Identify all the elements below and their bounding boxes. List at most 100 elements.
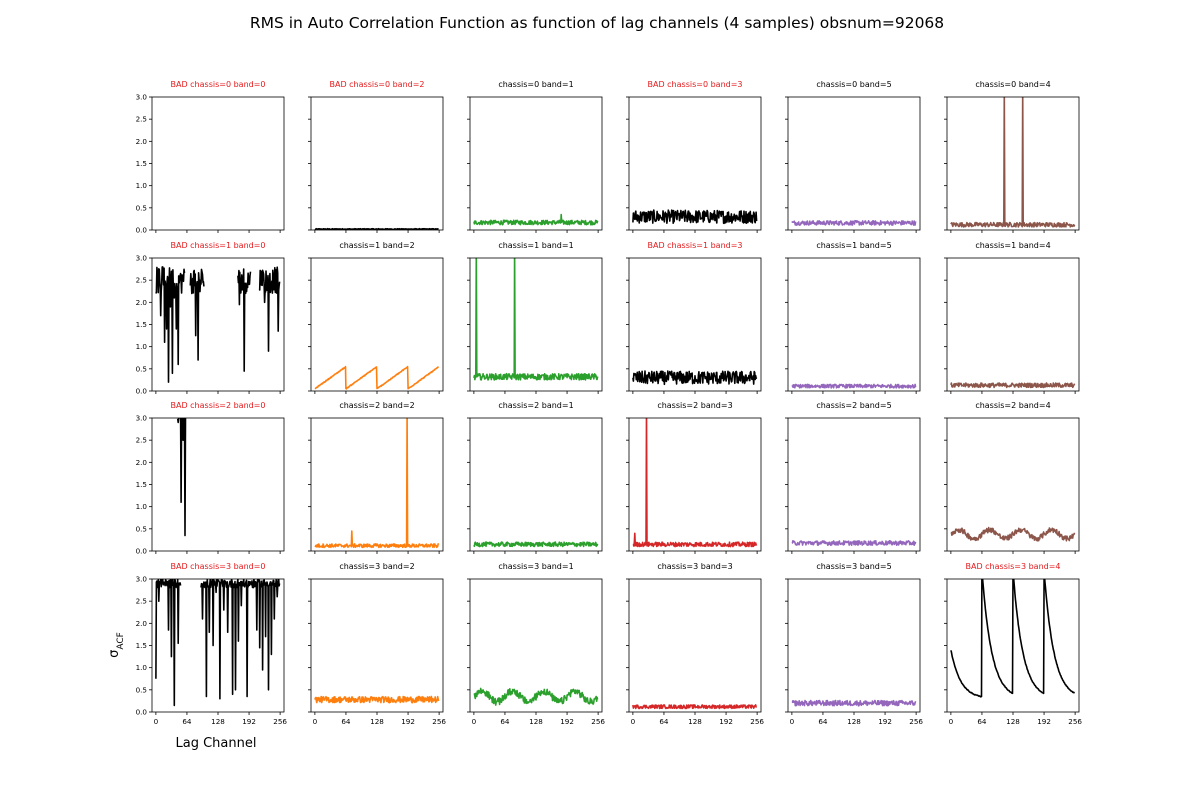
x-tick-label: 192 — [878, 717, 892, 726]
x-tick-label: 256 — [909, 717, 923, 726]
subplot-title: BAD chassis=0 band=0 — [170, 80, 265, 89]
subplot: BAD chassis=1 band=3 — [626, 241, 762, 394]
subplot: BAD chassis=3 band=0 0.0 0.5 1.0 1.5 2.0 2.5 3.… — [136, 562, 288, 726]
x-tick-label: 192 — [242, 717, 256, 726]
x-tick-label: 256 — [273, 717, 287, 726]
y-tick-label: 0.5 — [136, 524, 147, 533]
x-tick-label: 64 — [659, 717, 669, 726]
acf-rms-series — [791, 383, 917, 389]
subplot-title: BAD chassis=2 band=0 — [170, 401, 265, 410]
x-tick-label: 128 — [688, 717, 702, 726]
subplot: BAD chassis=2 band=0 0.0 0.5 1.0 1.5 2.0 2.5 3.… — [136, 401, 285, 556]
subplot-grid: BAD chassis=0 band=0 0.0 0.5 1.0 1.5 2.0 2.5 3.… — [136, 80, 1083, 726]
x-tick-label: 192 — [560, 717, 574, 726]
subplot-frame — [469, 257, 603, 392]
subplot-title: chassis=0 band=4 — [975, 80, 1050, 89]
y-tick-label: 0.5 — [136, 685, 147, 694]
subplot-title: chassis=3 band=5 — [816, 562, 891, 571]
subplot-title: BAD chassis=0 band=3 — [647, 80, 742, 89]
subplot: chassis=1 band=1 — [467, 241, 603, 394]
y-axis-label: σACF — [107, 632, 126, 658]
y-axis-label-base: σ — [107, 650, 122, 658]
acf-rms-series — [950, 382, 1076, 389]
subplot-title: chassis=2 band=5 — [816, 401, 891, 410]
subplot-title: BAD chassis=0 band=2 — [329, 80, 424, 89]
x-tick-label: 256 — [432, 717, 446, 726]
y-tick-label: 2.0 — [136, 298, 148, 307]
subplot-frame — [628, 578, 762, 713]
subplot: chassis=2 band=4 — [944, 401, 1080, 554]
acf-rms-series — [632, 704, 757, 710]
acf-rms-series — [314, 365, 440, 390]
x-tick-label: 256 — [591, 717, 605, 726]
y-tick-label: 0.5 — [136, 364, 147, 373]
subplot: chassis=0 band=1 — [467, 80, 603, 233]
acf-rms-series — [473, 258, 599, 381]
y-tick-label: 0.5 — [136, 203, 147, 212]
subplot-title: chassis=2 band=2 — [339, 401, 414, 410]
acf-rms-series — [155, 266, 281, 383]
x-tick-label: 0 — [790, 717, 795, 726]
x-tick-label: 0 — [472, 717, 477, 726]
x-tick-label: 128 — [529, 717, 543, 726]
x-tick-label: 256 — [750, 717, 764, 726]
acf-rms-series — [314, 418, 440, 549]
y-tick-label: 0.0 — [136, 547, 148, 556]
subplot-frame — [628, 96, 762, 231]
subplot-frame — [787, 96, 921, 231]
subplot: BAD chassis=3 band=4 0 64 128 192 256 — [944, 562, 1082, 726]
acf-rms-series — [473, 687, 599, 706]
x-tick-label: 128 — [1006, 717, 1020, 726]
y-tick-label: 1.0 — [136, 663, 148, 672]
subplot: chassis=3 band=5 0 64 128 192 256 — [785, 562, 923, 726]
y-tick-label: 1.5 — [136, 480, 147, 489]
x-tick-label: 192 — [719, 717, 733, 726]
subplot-frame — [151, 417, 285, 552]
subplot-title: BAD chassis=1 band=0 — [170, 241, 265, 250]
subplot: BAD chassis=0 band=2 — [308, 80, 444, 233]
y-tick-label: 3.0 — [136, 254, 148, 263]
figure-title: RMS in Auto Correlation Function as func… — [250, 14, 944, 32]
subplot: BAD chassis=0 band=0 0.0 0.5 1.0 1.5 2.0 2.5 3.… — [136, 80, 285, 235]
subplot-title: chassis=3 band=3 — [657, 562, 732, 571]
acf-rms-series — [632, 370, 758, 386]
y-tick-label: 1.5 — [136, 641, 147, 650]
subplot: BAD chassis=0 band=3 — [626, 80, 762, 233]
subplot: chassis=3 band=3 0 64 128 192 256 — [626, 562, 764, 726]
acf-rms-series — [950, 579, 1076, 698]
y-tick-label: 0.0 — [136, 226, 148, 235]
y-tick-label: 2.5 — [136, 436, 147, 445]
subplot-frame — [787, 578, 921, 713]
subplot-frame — [946, 96, 1080, 231]
subplot: chassis=2 band=5 — [785, 401, 921, 554]
subplot: chassis=1 band=2 — [308, 241, 444, 394]
x-tick-label: 128 — [370, 717, 384, 726]
x-tick-label: 0 — [949, 717, 954, 726]
acf-rms-series — [473, 213, 599, 226]
y-tick-label: 0.0 — [136, 708, 148, 717]
subplot-title: chassis=0 band=1 — [498, 80, 573, 89]
subplot-title: chassis=2 band=4 — [975, 401, 1050, 410]
x-tick-label: 128 — [847, 717, 861, 726]
x-tick-label: 0 — [313, 717, 318, 726]
y-tick-label: 1.5 — [136, 159, 147, 168]
subplot-title: chassis=1 band=1 — [498, 241, 573, 250]
y-tick-label: 2.0 — [136, 458, 148, 467]
x-tick-label: 64 — [182, 717, 192, 726]
subplot-frame — [469, 96, 603, 231]
subplot: chassis=2 band=1 — [467, 401, 603, 554]
subplot-title: chassis=0 band=5 — [816, 80, 891, 89]
x-tick-label: 64 — [341, 717, 351, 726]
x-tick-label: 128 — [211, 717, 225, 726]
subplot-frame — [310, 417, 444, 552]
subplot-frame — [628, 417, 762, 552]
subplot-title: chassis=2 band=1 — [498, 401, 573, 410]
x-tick-label: 192 — [1037, 717, 1051, 726]
y-axis-label-subscript: ACF — [116, 632, 126, 649]
subplot-title: chassis=3 band=1 — [498, 562, 573, 571]
y-tick-label: 1.5 — [136, 320, 147, 329]
subplot-title: chassis=2 band=3 — [657, 401, 732, 410]
acf-rms-series — [632, 209, 758, 225]
subplot: BAD chassis=1 band=0 0.0 0.5 1.0 1.5 2.0 2.5 3.… — [136, 241, 285, 396]
